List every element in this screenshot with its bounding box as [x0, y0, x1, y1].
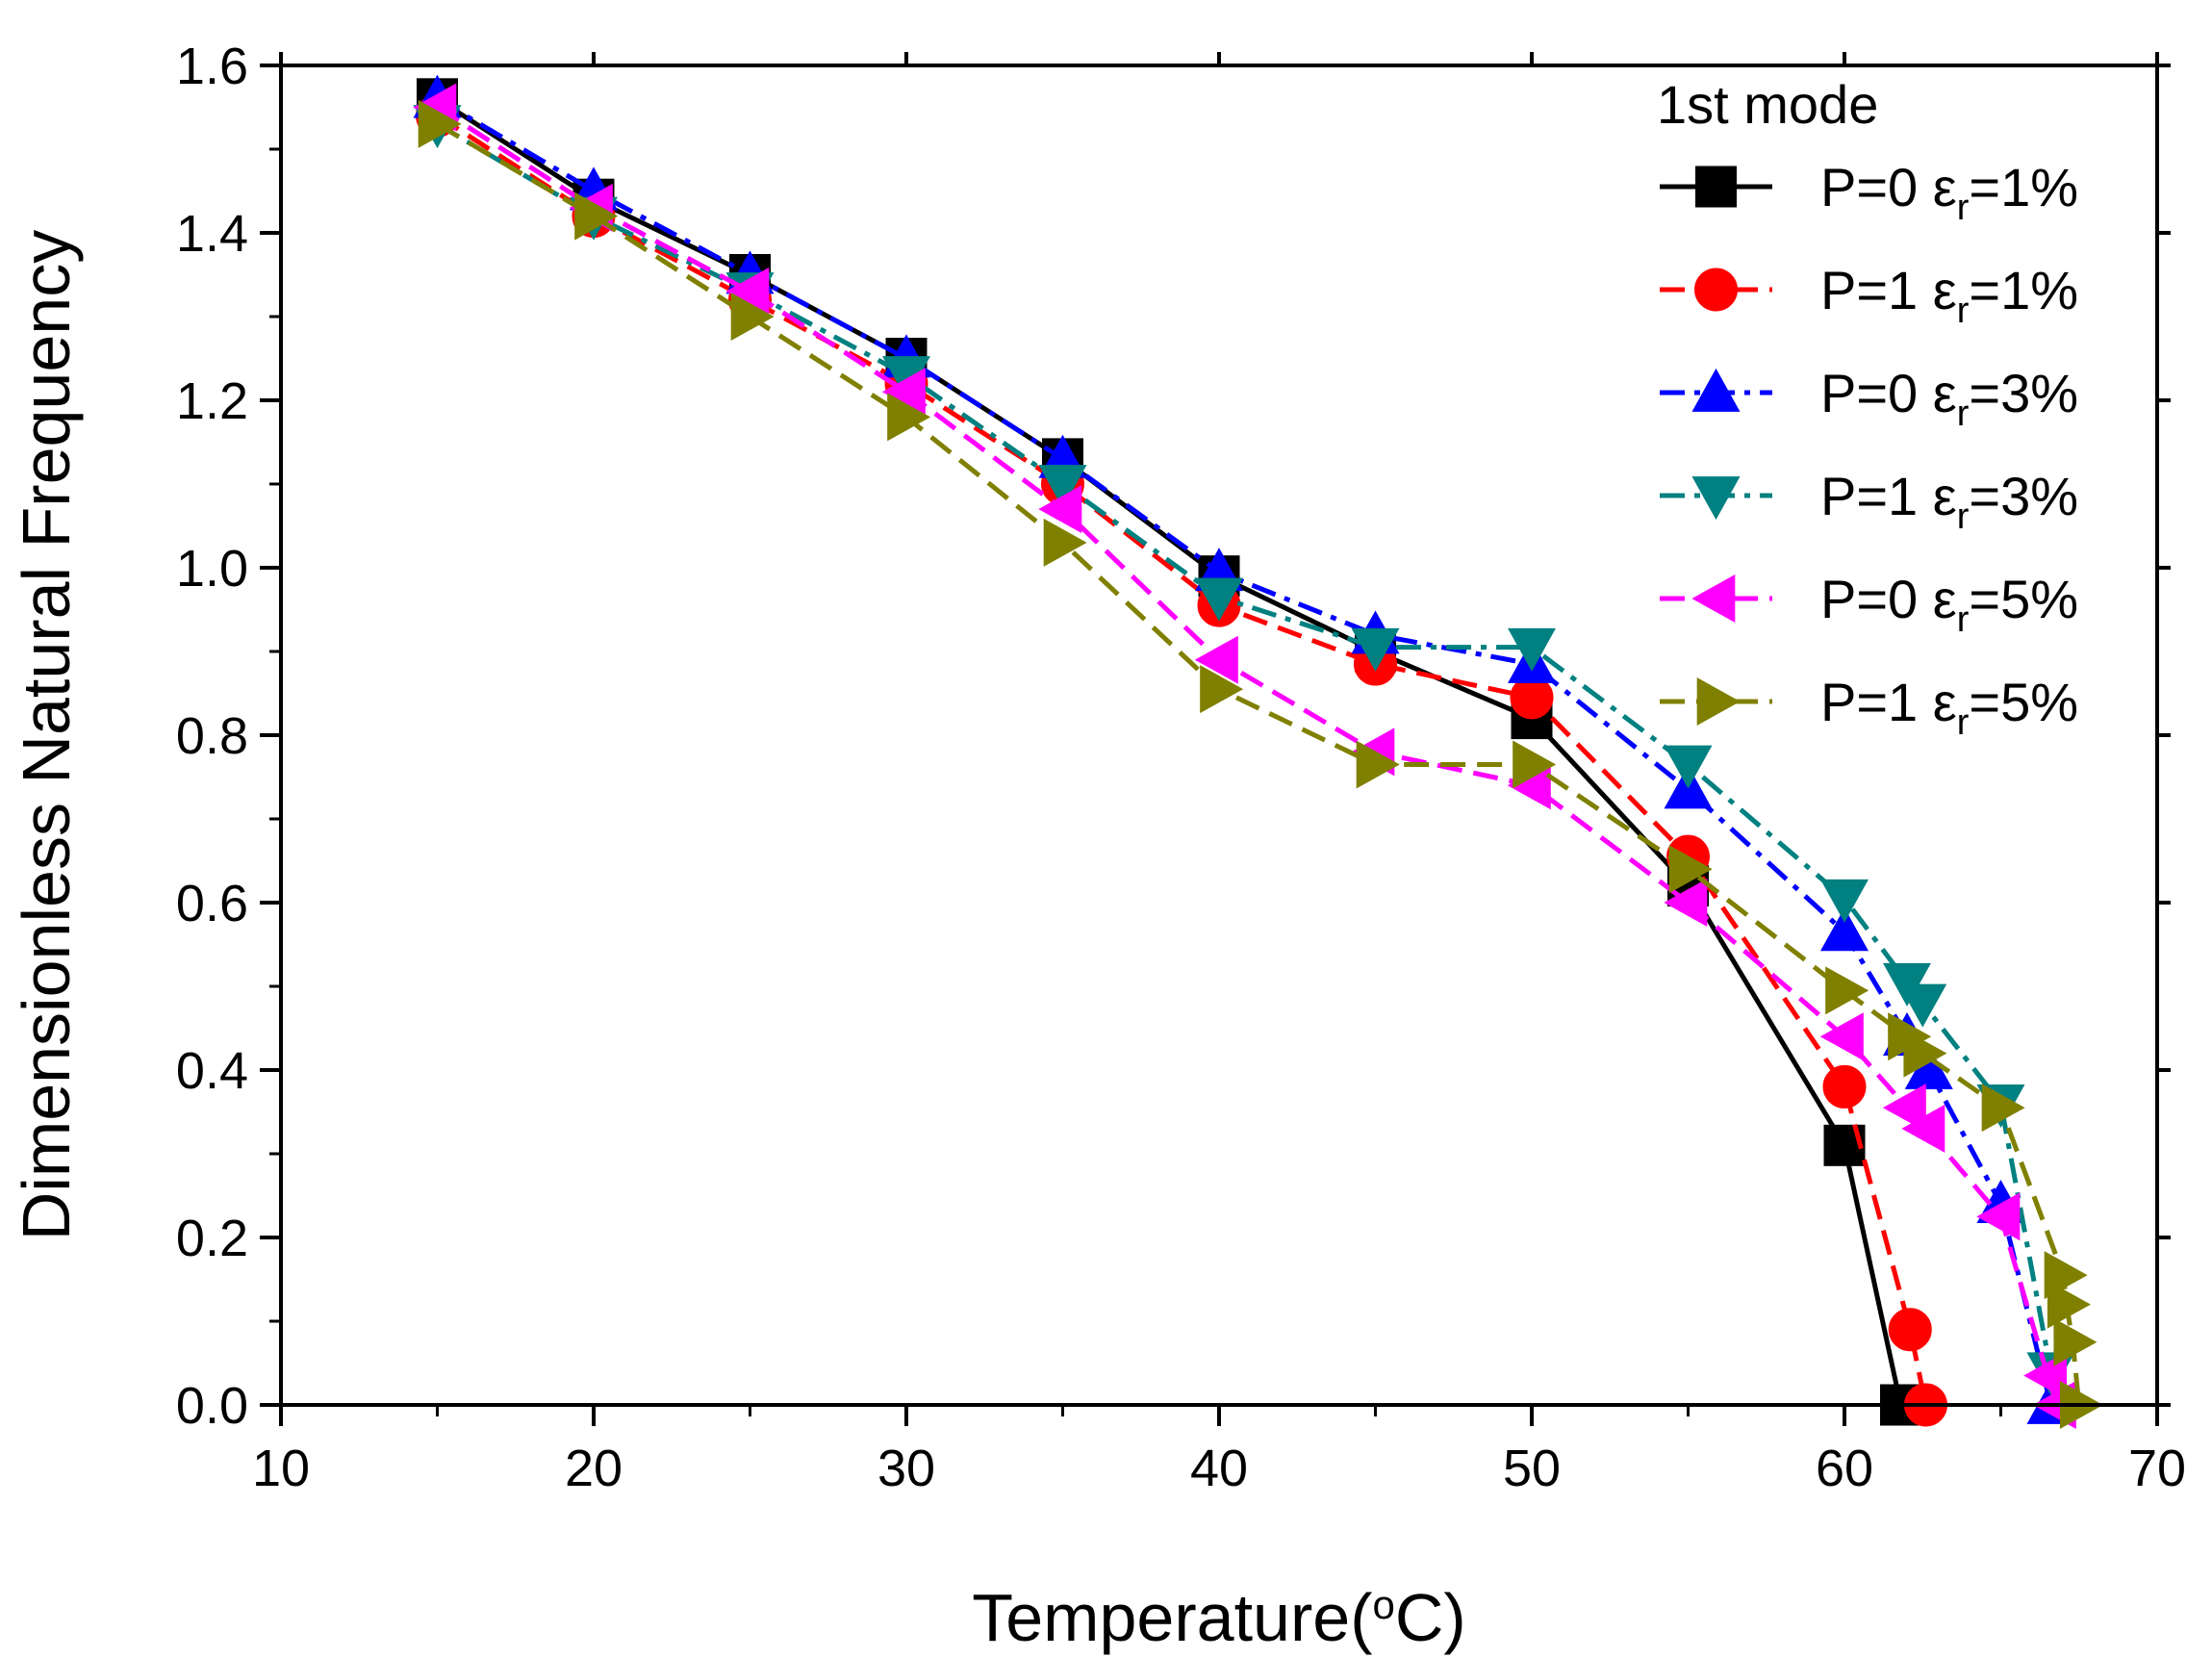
data-point: [2047, 1280, 2091, 1329]
legend-label: P=1 εr=5%: [1820, 672, 2078, 743]
legend-label: P=1 εr=1%: [1820, 260, 2078, 331]
data-point: [1664, 879, 1708, 927]
y-tick-label: 1.4: [176, 205, 248, 263]
legend-label-main: P=1 ε: [1820, 672, 1957, 732]
legend-label-subscript: r: [1957, 599, 1970, 640]
legend-label-subscript: r: [1957, 188, 1970, 228]
x-tick-label: 50: [1503, 1440, 1561, 1497]
legend-label: P=0 εr=1%: [1820, 157, 2078, 228]
legend: 1st mode P=0 εr=1%P=1 εr=1%P=0 εr=3%P=1 …: [1657, 74, 2078, 743]
y-tick-label: 0.6: [176, 875, 248, 932]
data-point: [1038, 485, 1082, 534]
y-tick-label: 1.6: [176, 38, 248, 95]
legend-item-5: P=0 εr=5%: [1660, 569, 2078, 640]
legend-label-main: P=0 ε: [1820, 363, 1957, 423]
data-point: [1825, 966, 1869, 1015]
data-point: [1903, 1029, 1947, 1078]
data-point: [1888, 1308, 1932, 1352]
axes-layer: 10 20 30 40 50 60 70 0.0 0.2 0.4 0.6 0.8 1.0 1.2 1.4 1.…: [176, 38, 2186, 1497]
data-point: [1820, 879, 1869, 923]
legend-item-2: P=1 εr=1%: [1660, 260, 2078, 331]
legend-label-subscript: r: [1957, 497, 1970, 537]
legend-marker: [1691, 368, 1741, 412]
x-tick-label: 40: [1190, 1440, 1248, 1497]
series-6: [418, 99, 2103, 1429]
x-tick-label: 20: [565, 1440, 623, 1497]
data-point: [1194, 635, 1238, 684]
data-point: [1351, 627, 1400, 672]
x-tick-label: 30: [877, 1440, 935, 1497]
legend-label-tail: =3%: [1969, 363, 2078, 423]
data-point: [1901, 1104, 1945, 1153]
legend-marker: [1691, 476, 1741, 521]
data-point: [1508, 627, 1556, 672]
legend-marker: [1691, 574, 1736, 623]
x-tick-label: 70: [2128, 1440, 2186, 1497]
legend-label-main: P=1 ε: [1820, 466, 1957, 526]
data-point: [1513, 740, 1557, 789]
legend-label-tail: =1%: [1969, 260, 2078, 320]
y-tick-label: 0.4: [176, 1042, 248, 1100]
data-point: [1976, 1192, 2021, 1241]
legend-label-subscript: r: [1957, 702, 1970, 743]
data-point: [1038, 465, 1087, 509]
legend-label-main: P=1 ε: [1820, 260, 1957, 320]
legend-label: P=0 εr=3%: [1820, 363, 2078, 434]
y-tick-label: 1.2: [176, 372, 248, 430]
data-point: [418, 99, 462, 148]
legend-label-tail: =3%: [1969, 466, 2078, 526]
legend-label-tail: =5%: [1969, 672, 2078, 732]
y-tick-label: 0.2: [176, 1210, 248, 1267]
y-axis-title: Dimensionless Natural Frequency: [9, 230, 84, 1240]
x-tick-label: 60: [1816, 1440, 1873, 1497]
data-point: [1898, 983, 1947, 1028]
legend-marker: [1695, 166, 1737, 208]
series-layer: [413, 74, 2103, 1429]
legend-label-main: P=0 ε: [1820, 569, 1957, 629]
data-point: [1043, 518, 1087, 567]
data-point: [1819, 1012, 1864, 1061]
data-point: [1822, 1064, 1867, 1109]
data-point: [887, 393, 931, 442]
legend-item-1: P=0 εr=1%: [1660, 157, 2078, 228]
data-point: [1195, 577, 1243, 622]
x-axis-title: Temperature(oC): [972, 1580, 1466, 1655]
data-point: [730, 293, 775, 341]
legend-item-3: P=0 εr=3%: [1660, 363, 2078, 434]
data-point: [1820, 907, 1869, 952]
data-point: [1668, 845, 1713, 894]
legend-item-4: P=1 εr=3%: [1660, 466, 2078, 537]
data-point: [1664, 745, 1713, 789]
y-tick-label: 1.0: [176, 540, 248, 598]
y-tick-label: 0.0: [176, 1377, 248, 1435]
legend-label-subscript: r: [1957, 291, 1970, 331]
data-point: [1356, 740, 1400, 789]
y-tick-label: 0.8: [176, 707, 248, 765]
data-point: [1200, 665, 1244, 714]
legend-label-tail: =1%: [1969, 157, 2078, 217]
legend-item-6: P=1 εr=5%: [1660, 672, 2078, 743]
legend-label: P=1 εr=3%: [1820, 466, 2078, 537]
legend-title: 1st mode: [1657, 74, 1878, 135]
legend-label-subscript: r: [1957, 394, 1970, 434]
x-tick-label: 10: [252, 1440, 310, 1497]
x-axis-title-degree: o: [1373, 1582, 1395, 1627]
legend-label-main: P=0 ε: [1820, 157, 1957, 217]
data-point: [1981, 1084, 2025, 1133]
x-axis-title-main: Temperature(: [972, 1580, 1372, 1655]
legend-label-tail: =5%: [1969, 569, 2078, 629]
series-line: [436, 114, 1928, 1406]
data-point: [1882, 1084, 1926, 1133]
legend-marker: [1696, 677, 1741, 726]
legend-marker: [1694, 268, 1738, 312]
x-axis-title-unit: C): [1395, 1580, 1466, 1655]
data-point: [574, 191, 619, 241]
data-point: [2053, 1317, 2098, 1366]
legend-label: P=0 εr=5%: [1820, 569, 2078, 640]
